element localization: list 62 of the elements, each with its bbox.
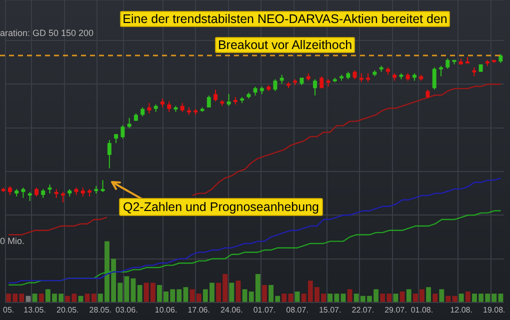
bar [32, 294, 38, 302]
candlestick [226, 94, 231, 106]
candlestick [120, 124, 125, 140]
x-tick-label: 19.08. [483, 305, 506, 314]
bar [498, 294, 504, 302]
annotation: Q2-Zahlen und Prognoseanhebung [119, 198, 323, 216]
x-tick-label: 24.06. [220, 305, 243, 314]
bar [452, 296, 458, 302]
x-tick-label: 12.08. [450, 305, 472, 314]
bar [236, 280, 241, 302]
x-tick-label: 28.05. [89, 305, 112, 314]
bar [78, 296, 84, 302]
x-tick-label: 10.06. [154, 305, 178, 314]
annotation: 0 Mio. [0, 236, 25, 246]
candlestick [21, 187, 26, 198]
x-tick-label: 29.07. [384, 305, 407, 314]
candlestick [432, 66, 436, 90]
bar [130, 278, 136, 302]
bar [400, 291, 405, 302]
x-tick-label: 15.07. [318, 305, 342, 314]
chart-title: Eine der trendstabilsten NEO-DARVAS-Aktien bereitet den Breakout vor Allzeithoch [120, 11, 450, 53]
bar [347, 289, 352, 302]
x-tick-label: 08.07. [286, 305, 308, 314]
bar [288, 294, 294, 302]
bar [294, 291, 300, 302]
bar [137, 284, 142, 302]
x-tick-label: 20.05. [56, 305, 79, 314]
candlestick [100, 180, 105, 193]
candlestick [446, 58, 450, 70]
candlestick [206, 95, 211, 108]
candlestick [273, 78, 278, 92]
x-tick-label: 17.06. [188, 305, 210, 314]
bar [282, 294, 287, 302]
candlestick [147, 102, 152, 114]
x-tick-label: 03.06. [116, 305, 138, 314]
candlestick [167, 100, 172, 112]
x-tick-label: 01.07. [253, 305, 276, 314]
bar [229, 282, 234, 302]
candlestick [214, 89, 218, 102]
bar [406, 289, 412, 302]
bar [426, 287, 431, 302]
x-tick-label: 01.08. [410, 305, 434, 314]
bar [432, 294, 438, 302]
bar [393, 294, 398, 302]
bar [465, 291, 470, 302]
candlestick [439, 65, 443, 77]
candlestick [61, 192, 65, 203]
x-tick-label: 13.05. [24, 305, 46, 314]
bar [38, 294, 44, 302]
bar [458, 294, 464, 302]
bar [183, 287, 188, 302]
bar [26, 296, 31, 302]
candlestick [107, 140, 112, 169]
text: aration: GD 50 150 200 [0, 28, 94, 38]
x-tick-label: 05. [3, 305, 14, 314]
x-tick-label: 22.07. [352, 305, 374, 314]
bar [439, 289, 444, 302]
bar [446, 296, 451, 302]
candlestick [127, 117, 132, 129]
bar [262, 284, 267, 302]
candlestick [313, 78, 317, 96]
bar [340, 294, 346, 302]
